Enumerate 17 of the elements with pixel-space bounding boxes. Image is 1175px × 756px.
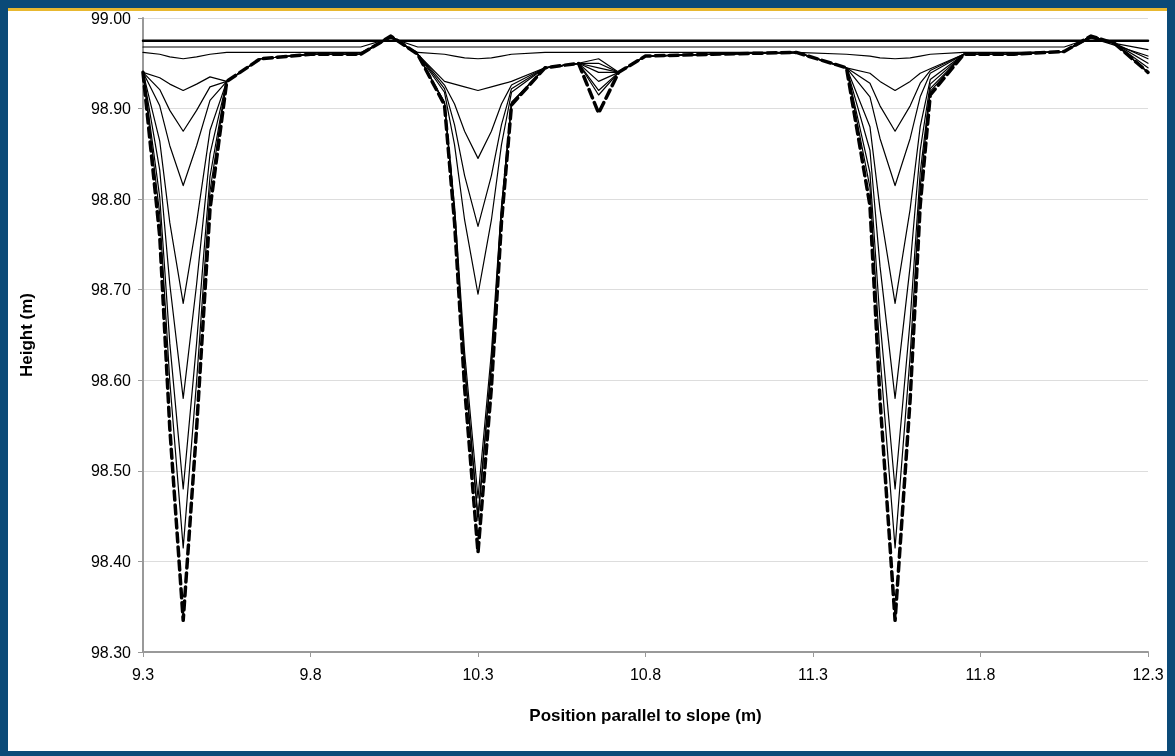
x-tick-label: 9.3 [131, 665, 155, 683]
x-tick-label: 10.3 [462, 665, 494, 683]
x-tick-label: 12.3 [1132, 665, 1164, 683]
y-tick-label: 98.80 [90, 190, 132, 208]
x-tick-label: 11.3 [798, 665, 829, 683]
x-tick-label: 9.8 [299, 665, 322, 683]
y-tick-label: 98.40 [90, 552, 132, 570]
y-tick-label: 98.70 [90, 281, 132, 299]
y-tick-label: 99.00 [90, 9, 132, 27]
x-axis-title: Position parallel to slope (m) [529, 706, 762, 725]
y-tick-label: 98.60 [90, 371, 132, 389]
x-tick-label: 11.8 [965, 665, 996, 683]
x-tick-label: 10.8 [629, 665, 662, 683]
y-tick-label: 98.30 [90, 643, 132, 661]
y-tick-label: 98.50 [90, 462, 132, 480]
y-tick-label: 98.90 [90, 100, 132, 118]
y-axis-title: Height (m) [17, 292, 36, 378]
